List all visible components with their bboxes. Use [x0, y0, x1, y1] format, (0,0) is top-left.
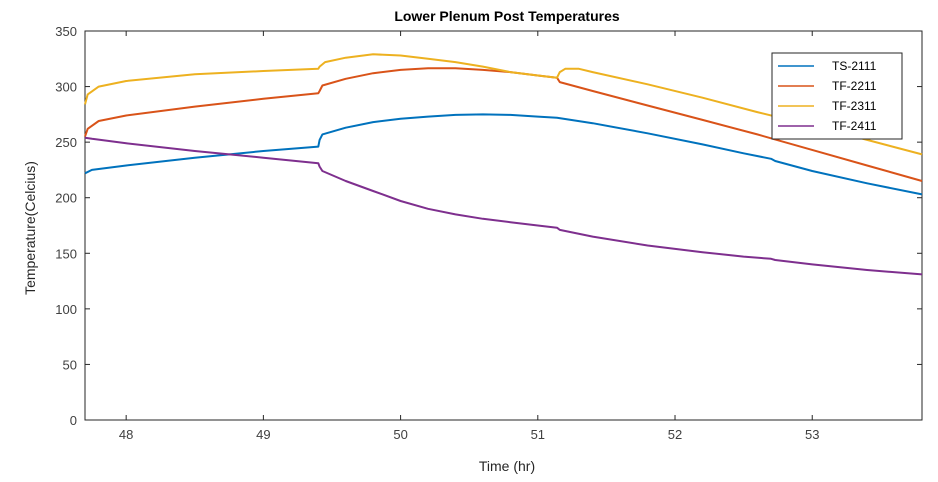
legend-label: TF-2311	[832, 99, 877, 113]
chart-title: Lower Plenum Post Temperatures	[394, 8, 620, 24]
legend-label: TF-2211	[832, 79, 877, 93]
y-tick-label: 50	[63, 357, 77, 372]
x-tick-label: 53	[805, 427, 819, 442]
series-line-tf-2211	[84, 67, 923, 182]
y-tick-label: 300	[55, 80, 77, 95]
y-tick-label: 250	[55, 135, 77, 150]
legend-box	[771, 52, 903, 140]
series-line-ts-2111	[84, 113, 923, 196]
ticks-layer: 48 49 50 51 52 53 0 50 100 150 200 250 300 350	[55, 24, 922, 442]
x-axis-label: Time (hr)	[479, 458, 535, 474]
legend-label: TS-2111	[832, 59, 877, 73]
y-tick-label: 100	[55, 302, 77, 317]
x-tick-label: 48	[119, 427, 133, 442]
legend-label: TF-2411	[832, 119, 877, 133]
series-line-tf-2411	[84, 136, 923, 276]
x-tick-label: 51	[531, 427, 545, 442]
y-tick-label: 0	[70, 413, 77, 428]
series-layer	[84, 53, 923, 276]
y-tick-label: 350	[55, 24, 77, 39]
x-tick-label: 52	[668, 427, 682, 442]
y-axis-label: Temperature(Celcius)	[22, 161, 38, 295]
y-tick-label: 150	[55, 246, 77, 261]
series-line-tf-2311	[84, 53, 923, 156]
y-tick-label: 200	[55, 191, 77, 206]
legend: TS-2111 TF-2211 TF-2311 TF-2411	[771, 52, 903, 140]
x-tick-label: 49	[256, 427, 270, 442]
x-tick-label: 50	[393, 427, 407, 442]
